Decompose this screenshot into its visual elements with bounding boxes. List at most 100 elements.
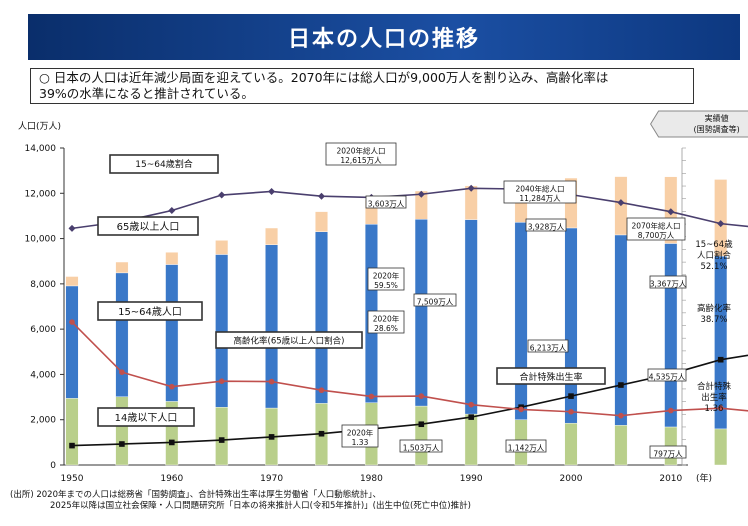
bar-working <box>614 234 628 426</box>
aging-rate-marker <box>69 442 75 449</box>
legend-young: 14歳以下人口 <box>115 412 178 424</box>
legend-aging-rate: 高齢化率(65歳以上人口割合) <box>234 336 345 347</box>
bar-working <box>414 219 428 407</box>
bar-elderly <box>215 240 229 255</box>
tfr-marker <box>717 405 724 412</box>
tfr-marker <box>668 407 674 414</box>
annot-ratio-2020-box <box>367 267 405 291</box>
legend-aging-rate-box <box>215 331 363 349</box>
annot-y2020-box <box>399 439 443 453</box>
y-tick-label: 6,000 <box>30 325 56 335</box>
annot-total-2070: 2070年総人口 <box>631 221 680 231</box>
bar-working <box>315 231 328 404</box>
bar-young <box>65 398 79 466</box>
x-tick-label: 1980 <box>360 474 383 484</box>
annot-ratio-2020: 2020年 <box>373 271 400 281</box>
working-ratio-marker <box>667 208 675 216</box>
bar-elderly <box>265 227 279 245</box>
bar-working <box>165 264 179 402</box>
right-tfr-label: 合計特殊 <box>697 381 732 392</box>
annot-total-2040: 11,284万人 <box>519 194 561 203</box>
working-ratio-marker <box>417 190 425 198</box>
source-label: (出所) <box>10 490 34 500</box>
working-ratio-marker <box>467 184 475 192</box>
source-line-2: 2025年以降は国立社会保障・人口問題研究所「日本の将来推計人口(令和5年推計)… <box>50 501 471 511</box>
right-aging-value: 38.7% <box>700 315 727 325</box>
annot-aging-2020: 28.6% <box>374 324 398 333</box>
annot-w2040: 6,213万人 <box>530 344 567 353</box>
annot-e2070: 3,367万人 <box>650 280 687 289</box>
y-tick-label: 12,000 <box>25 189 57 199</box>
working-ratio-marker <box>168 207 176 215</box>
aging-rate-marker <box>717 356 724 363</box>
right-ratio-label: 人口割合 <box>697 250 732 261</box>
y-tick-label: 8,000 <box>30 280 56 290</box>
bar-working <box>464 219 478 415</box>
working-ratio-marker <box>717 220 725 228</box>
actual-label: 実績値 <box>705 113 729 123</box>
bar-elderly <box>714 179 728 257</box>
annot-w2020-box <box>413 293 457 307</box>
right-ratio-value: 52.1% <box>700 262 727 272</box>
aging-rate-marker <box>318 430 325 437</box>
aging-rate-marker <box>268 434 275 440</box>
aging-rate-marker <box>568 393 574 399</box>
source-line-1: 2020年までの人口は総務省「国勢調査」、合計特殊出生率は厚生労働省「人口動態統… <box>36 490 381 500</box>
bar-young <box>215 406 229 466</box>
legend-young-box <box>97 407 195 427</box>
bar-working <box>514 222 528 420</box>
aging-rate-marker <box>169 439 175 446</box>
y-tick-label: 4,000 <box>30 370 56 380</box>
annot-tfr-2020: 2020年 <box>347 428 374 438</box>
aging-rate-marker <box>119 441 125 447</box>
bar-elderly <box>165 252 179 265</box>
annot-total-2070-box <box>626 217 686 241</box>
working-ratio-marker <box>617 199 625 207</box>
y-tick-label: 10,000 <box>25 235 57 245</box>
annot-y2040-box <box>505 439 547 453</box>
x-tick-label: 2010 <box>659 474 682 484</box>
tfr-marker <box>618 412 624 419</box>
annot-total-2040: 2040年総人口 <box>515 184 564 194</box>
annot-y2070-box <box>649 445 687 459</box>
annot-w2020: 7,509万人 <box>417 298 454 307</box>
right-ratio-label: 15~64歳 <box>695 239 733 250</box>
legend-working: 15~64歳人口 <box>118 306 182 318</box>
x-tick-label: 1950 <box>61 474 84 484</box>
tfr-marker <box>468 401 475 408</box>
actual-label-sub: (国勢調査等) <box>693 124 739 134</box>
source-note: (出所) 2020年までの人口は総務省「国勢調査」、合計特殊出生率は厚生労働省「… <box>10 490 471 512</box>
tfr-marker <box>418 393 425 399</box>
bar-young <box>614 425 628 466</box>
actual-arrow <box>650 110 748 138</box>
working-ratio-marker <box>218 191 226 199</box>
working-ratio-marker <box>318 192 325 200</box>
y-tick-label: 14,000 <box>25 144 57 154</box>
tfr-marker <box>218 378 225 385</box>
annot-e2070-box <box>649 275 687 289</box>
annot-aging-2020-box <box>367 310 405 334</box>
bar-elderly <box>65 276 79 287</box>
tfr-marker <box>119 369 125 375</box>
working-ratio-marker <box>268 187 276 195</box>
y-tick-label: 0 <box>50 461 56 471</box>
bar-elderly <box>115 261 129 274</box>
aging-rate-marker <box>218 437 225 443</box>
annot-ratio-2020: 59.5% <box>374 281 398 290</box>
summary-line-1: ○ 日本の人口は近年減少局面を迎えている。2070年には総人口が9,000万人を… <box>39 70 609 85</box>
aging-rate-marker <box>618 382 624 388</box>
tfr-marker <box>169 383 175 390</box>
annot-y2020: 1,503万人 <box>403 444 440 453</box>
annot-tfr-2020-box <box>341 424 379 448</box>
legend-working-box <box>97 301 203 321</box>
tfr-marker <box>518 406 524 413</box>
annot-aging-2020: 2020年 <box>373 314 400 324</box>
annot-w2070-box <box>647 368 687 382</box>
legend-tfr: 合計特殊出生率 <box>519 371 582 383</box>
bar-working <box>65 285 79 399</box>
x-tick-label: 2000 <box>560 474 583 484</box>
annot-e2040: 3,928万人 <box>528 223 565 232</box>
legend-tfr-box <box>496 367 606 385</box>
x-tick-label: 1970 <box>260 474 283 484</box>
tfr-marker <box>568 408 574 415</box>
